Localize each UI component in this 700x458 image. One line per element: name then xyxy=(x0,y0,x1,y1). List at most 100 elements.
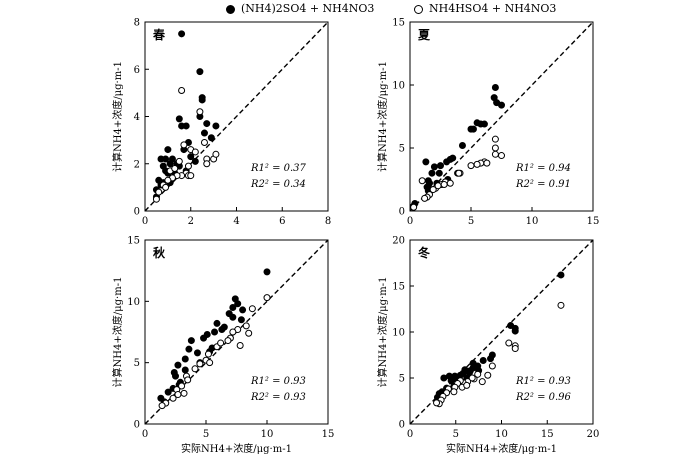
filled-data-point xyxy=(428,169,436,177)
r2-annotation: R2² = 0.93 xyxy=(250,392,306,403)
open-data-point xyxy=(174,391,182,399)
y-tick-label: 8 xyxy=(134,18,140,29)
open-data-point xyxy=(184,162,192,170)
y-tick-label: 0 xyxy=(134,207,140,218)
filled-data-point xyxy=(198,96,206,104)
r1-annotation: R1² = 0.94 xyxy=(515,163,571,174)
plot-frame xyxy=(409,21,594,212)
y-tick-label: 15 xyxy=(392,282,405,293)
open-data-point xyxy=(180,141,188,149)
panel-title: 春 xyxy=(152,27,166,42)
open-data-point xyxy=(169,394,177,402)
open-data-point xyxy=(418,177,426,185)
open-data-point xyxy=(446,179,454,187)
open-data-point xyxy=(434,182,442,190)
filled-data-point xyxy=(229,313,237,321)
open-data-point xyxy=(505,339,513,347)
filled-data-point xyxy=(422,158,430,166)
y-tick-label: 10 xyxy=(392,81,405,92)
y-tick-label: 15 xyxy=(392,18,405,29)
open-data-point xyxy=(178,382,186,390)
filled-data-point xyxy=(181,366,189,374)
open-data-point xyxy=(468,374,476,382)
filled-data-point xyxy=(174,361,182,369)
open-data-point xyxy=(410,203,418,211)
filled-data-point xyxy=(193,349,201,357)
y-axis-label: 计算NH4+浓度/μg·m-1 xyxy=(111,61,124,172)
filled-circle-icon xyxy=(226,4,235,14)
legend-label-series1: (NH4)2SO4 + NH4NO3 xyxy=(241,2,375,15)
open-data-point xyxy=(511,345,519,353)
filled-data-point xyxy=(557,271,565,279)
y-tick-label: 0 xyxy=(399,207,405,218)
open-data-point xyxy=(245,329,253,337)
open-data-point xyxy=(491,135,499,143)
x-tick-label: 10 xyxy=(526,216,539,227)
y-tick-label: 4 xyxy=(134,112,140,123)
y-tick-label: 15 xyxy=(127,236,140,247)
open-data-point xyxy=(155,188,163,196)
legend-item-series2: NH4HSO4 + NH4NO3 xyxy=(414,2,556,16)
legend-label-series2: NH4HSO4 + NH4NO3 xyxy=(429,2,557,15)
filled-data-point xyxy=(234,300,242,308)
r2-annotation: R2² = 0.91 xyxy=(515,179,571,190)
open-data-point xyxy=(467,162,475,170)
x-tick-label: 15 xyxy=(541,429,554,440)
filled-data-point xyxy=(185,345,193,353)
open-data-point xyxy=(175,157,183,165)
filled-data-point xyxy=(239,306,247,314)
open-data-point xyxy=(455,169,463,177)
open-data-point xyxy=(474,370,482,378)
filled-data-point xyxy=(172,372,179,380)
open-data-point xyxy=(483,159,491,167)
x-tick-label: 6 xyxy=(279,216,285,227)
x-axis-label: 实际NH4+浓度/μg·m-1 xyxy=(181,442,292,455)
r1-annotation: R1² = 0.93 xyxy=(250,376,306,387)
open-data-point xyxy=(196,360,204,368)
filled-data-point xyxy=(162,155,170,163)
y-tick-label: 2 xyxy=(134,159,140,170)
open-data-point xyxy=(200,138,208,146)
open-data-point xyxy=(184,376,192,384)
legend: (NH4)2SO4 + NH4NO3 NH4HSO4 + NH4NO3 xyxy=(0,2,700,18)
filled-data-point xyxy=(164,146,172,154)
x-tick-label: 0 xyxy=(407,216,413,227)
filled-data-point xyxy=(164,388,172,396)
filled-data-point xyxy=(212,122,220,130)
y-axis-label: 计算NH4+浓度/μg·m-1 xyxy=(111,277,124,388)
y-tick-label: 5 xyxy=(399,144,405,155)
filled-data-point xyxy=(435,169,443,177)
open-data-point xyxy=(191,148,199,156)
filled-data-point xyxy=(166,160,174,168)
panel-title: 秋 xyxy=(153,245,166,260)
open-data-point xyxy=(229,328,237,336)
open-data-point xyxy=(206,359,214,367)
open-data-point xyxy=(204,350,212,358)
filled-data-point xyxy=(263,268,271,276)
x-tick-label: 8 xyxy=(325,216,331,227)
legend-item-series1: (NH4)2SO4 + NH4NO3 xyxy=(226,2,374,16)
x-tick-label: 5 xyxy=(468,216,474,227)
y-tick-label: 0 xyxy=(399,420,405,431)
panel-title: 冬 xyxy=(418,245,430,260)
filled-data-point xyxy=(237,316,245,324)
x-tick-label: 10 xyxy=(261,429,274,440)
filled-data-point xyxy=(458,141,466,149)
open-data-point xyxy=(178,87,186,95)
open-data-point xyxy=(224,337,232,345)
filled-data-point xyxy=(196,68,204,76)
x-tick-label: 0 xyxy=(407,429,413,440)
filled-data-point xyxy=(447,377,455,385)
x-tick-label: 15 xyxy=(322,429,335,440)
y-tick-label: 0 xyxy=(134,420,140,431)
filled-data-point xyxy=(430,163,438,171)
filled-data-point xyxy=(437,162,444,170)
open-data-point xyxy=(498,152,505,160)
x-tick-label: 15 xyxy=(587,216,600,227)
r2-annotation: R2² = 0.34 xyxy=(250,179,306,190)
y-tick-label: 5 xyxy=(134,358,140,369)
filled-data-point xyxy=(175,115,183,123)
filled-data-point xyxy=(469,125,477,133)
